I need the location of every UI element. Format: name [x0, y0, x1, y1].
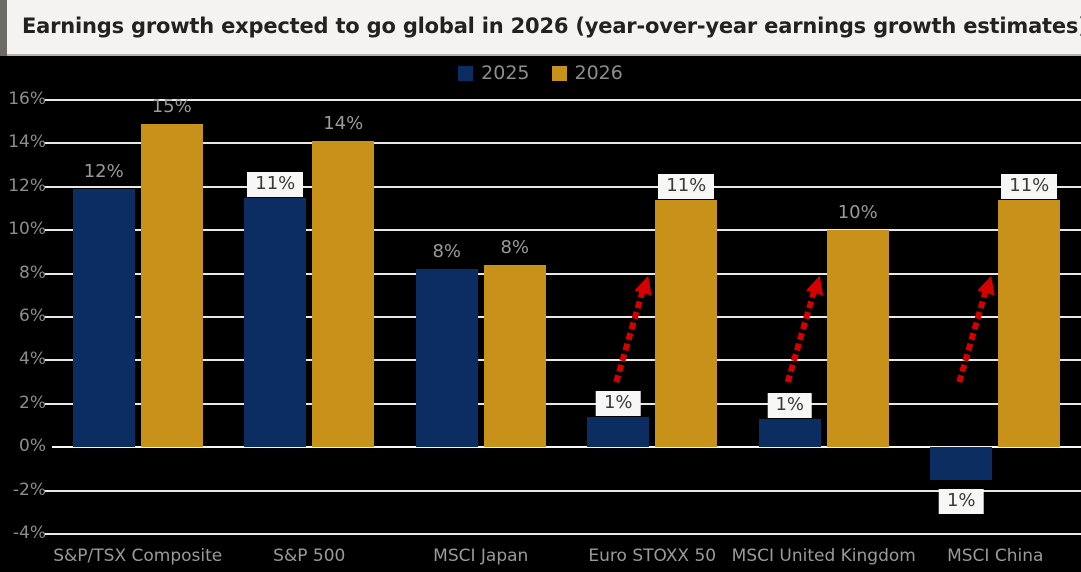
data-label-2026-s-p-tsx-composite: 15% [151, 95, 192, 117]
y-axis-tick-label: 6% [19, 306, 46, 326]
tick-mark [44, 533, 54, 535]
gridline-14 [52, 142, 1081, 145]
tick-mark [44, 272, 54, 275]
x-axis-label-msci-japan: MSCI Japan [433, 546, 529, 566]
bar-2026-s-p-500[interactable] [312, 141, 375, 448]
data-label-2025-s-p-500: 11% [247, 171, 304, 197]
tick-mark [44, 185, 54, 188]
plot-area: 16% 14% 12% 10% 8% 6% 4% 2% 0% -2% -4% 12% 15% 11% 14… [0, 88, 1081, 548]
legend-item-2025[interactable]: 2025 [458, 62, 530, 84]
gridline-10 [52, 229, 1081, 232]
y-axis-tick-label: 8% [19, 262, 46, 283]
tick-mark [44, 489, 54, 492]
title-bar: Earnings growth expected to go global in… [0, 0, 1081, 56]
bar-2025-s-p-500[interactable] [244, 197, 307, 448]
y-axis-tick-label: 10% [8, 219, 46, 240]
data-label-2026-msci-china: 11% [1001, 173, 1058, 199]
tick-mark [44, 402, 54, 405]
tick-mark [44, 359, 54, 362]
bar-2025-s-p-tsx-composite[interactable] [72, 188, 135, 448]
data-label-2026-s-p-500: 14% [323, 113, 364, 135]
x-axis-label-msci-united-kingdom: MSCI United Kingdom [731, 546, 916, 566]
bar-2026-euro-stoxx-50[interactable] [655, 199, 718, 448]
bar-2026-msci-china[interactable] [998, 199, 1061, 448]
y-axis-tick-label: 16% [8, 89, 46, 109]
bar-2026-s-p-tsx-composite[interactable] [140, 123, 203, 448]
data-label-2026-msci-japan: 8% [500, 236, 530, 258]
tick-mark [44, 316, 54, 318]
gridline-16 [52, 99, 1081, 101]
y-axis-tick-label: -4% [12, 523, 46, 543]
bar-2025-msci-united-kingdom[interactable] [758, 418, 821, 448]
tick-mark [44, 142, 54, 145]
bar-2026-msci-japan[interactable] [483, 264, 546, 448]
gridline-12 [52, 185, 1081, 188]
data-label-2026-msci-united-kingdom: 10% [837, 202, 878, 224]
data-label-2025-s-p-tsx-composite: 12% [83, 160, 124, 182]
gridline-0 [52, 446, 1081, 449]
data-label-2025-msci-united-kingdom: 1% [767, 392, 813, 418]
title-accent-bar [0, 0, 7, 56]
y-axis-tick-label: -2% [12, 479, 46, 500]
gridline-4 [52, 359, 1081, 362]
chart-legend: 2025 2026 [0, 62, 1081, 84]
data-label-2026-euro-stoxx-50: 11% [658, 173, 715, 199]
x-axis-label-msci-china: MSCI China [947, 546, 1044, 566]
gridline-neg4 [52, 533, 1081, 535]
y-axis-tick-label: 4% [19, 349, 46, 370]
tick-mark [44, 229, 54, 232]
y-axis-tick-label: 0% [19, 436, 46, 457]
legend-label-2026: 2026 [574, 62, 623, 84]
tick-mark [44, 99, 54, 101]
data-label-2025-msci-china: 1% [938, 488, 984, 514]
legend-swatch-square-2025 [458, 65, 474, 81]
gridline-6 [52, 316, 1081, 318]
bar-2025-msci-china[interactable] [930, 447, 993, 480]
growth-arrow-uk [784, 275, 824, 383]
legend-label-2025: 2025 [481, 62, 530, 84]
gridline-2 [52, 402, 1081, 405]
growth-arrow-euro-stoxx [613, 275, 652, 383]
page-title: Earnings growth expected to go global in… [22, 14, 1081, 38]
bar-2025-msci-japan[interactable] [415, 269, 478, 448]
legend-item-2026[interactable]: 2026 [551, 62, 623, 84]
gridline-8 [52, 272, 1081, 275]
x-axis-label-euro-stoxx-50: Euro STOXX 50 [588, 546, 717, 566]
bar-2025-euro-stoxx-50[interactable] [587, 416, 650, 448]
x-axis-labels: S&P/TSX Composite S&P 500 MSCI Japan Euro S… [0, 530, 1081, 572]
data-label-2025-euro-stoxx-50: 1% [595, 390, 641, 416]
x-axis-label-s-p-tsx-composite: S&P/TSX Composite [53, 546, 223, 566]
legend-swatch-square-2026 [551, 65, 567, 81]
gridline-neg2 [52, 489, 1081, 492]
data-label-2025-msci-japan: 8% [432, 241, 462, 263]
growth-arrow-china [956, 275, 995, 383]
y-axis-tick-label: 14% [8, 132, 46, 153]
y-axis-tick-label: 2% [19, 392, 46, 413]
x-axis-label-s-p-500: S&P 500 [273, 546, 346, 566]
bar-2026-msci-united-kingdom[interactable] [826, 230, 889, 448]
y-axis-tick-label: 12% [8, 175, 46, 196]
